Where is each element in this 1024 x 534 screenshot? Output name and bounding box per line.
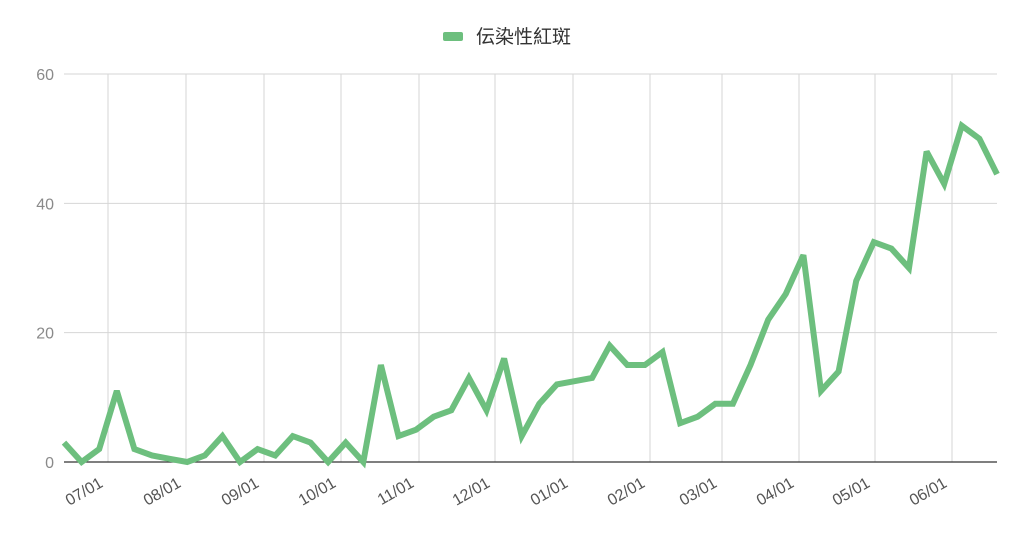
x-tick-label: 08/01 [141,475,184,510]
x-tick-label: 07/01 [63,475,106,510]
x-tick-label: 09/01 [219,475,262,510]
legend-label: 伝染性紅斑 [476,26,571,48]
y-tick-label: 40 [36,196,54,213]
x-tick-label: 11/01 [375,475,417,509]
x-tick-label: 05/01 [830,475,873,510]
y-tick-label: 60 [36,67,54,84]
x-tick-label: 03/01 [677,475,720,510]
grid-lines [64,73,997,462]
x-tick-label: 01/01 [528,475,571,510]
series-lines [61,120,1000,469]
y-axis-ticks: 0 20 40 60 [36,67,54,472]
series-line-0 [61,120,1000,469]
y-tick-label: 20 [36,326,54,343]
legend-swatch [443,32,463,41]
x-tick-label: 04/01 [754,475,797,510]
x-tick-label: 12/01 [450,475,493,510]
x-tick-label: 06/01 [907,475,950,510]
y-tick-label: 0 [45,455,54,472]
x-axis-ticks: 07/01 08/01 09/01 10/01 11/01 12/01 01/01 02/01… [63,475,950,510]
x-tick-label: 10/01 [296,475,339,510]
legend: 伝染性紅斑 [443,26,571,48]
x-tick-label: 02/01 [605,475,648,510]
